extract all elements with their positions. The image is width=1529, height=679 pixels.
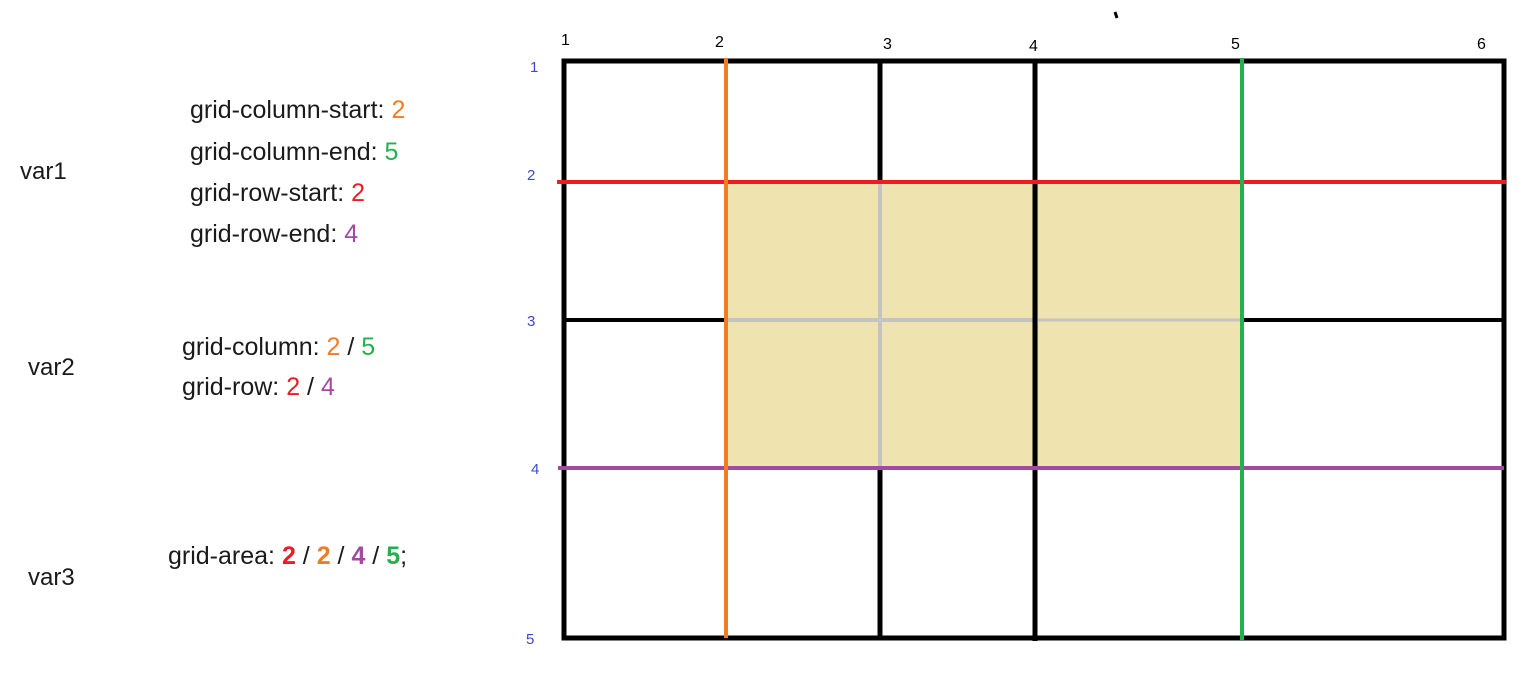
var1-line-column-start: grid-column-start: 2 <box>190 95 405 125</box>
property-name: grid-area: <box>168 542 282 570</box>
column-number-3: 3 <box>883 36 892 53</box>
value-row-start: 2 <box>286 373 301 401</box>
row-number-1: 1 <box>530 59 538 76</box>
var3-line-grid-area: grid-area: 2 / 2 / 4 / 5; <box>168 541 407 571</box>
row-number-4: 4 <box>531 461 539 478</box>
column-number-4: 4 <box>1029 38 1038 55</box>
property-name: grid-row: <box>182 373 287 401</box>
value-row-end: 4 <box>320 373 335 401</box>
property-name: grid-column-end: <box>190 138 385 166</box>
value-column-end: 5 <box>386 542 401 570</box>
property-name: grid-row-end: <box>190 220 345 248</box>
separator: / <box>300 373 321 401</box>
separator: / <box>330 542 352 570</box>
row-number-5: 5 <box>526 631 534 648</box>
property-name: grid-column: <box>182 333 327 361</box>
property-name: grid-column-start: <box>190 96 392 124</box>
value-column-end: 5 <box>384 138 399 166</box>
var2-line-grid-row: grid-row: 2 / 4 <box>182 372 335 402</box>
value-column-start: 2 <box>316 542 331 570</box>
var1-line-row-start: grid-row-start: 2 <box>190 178 365 208</box>
value-row-start: 2 <box>281 542 296 570</box>
var1-line-column-end: grid-column-end: 5 <box>190 137 398 167</box>
column-number-5: 5 <box>1231 36 1240 53</box>
grid-area-highlight <box>726 182 1242 468</box>
value-row-end: 4 <box>344 220 359 248</box>
variant-3-label: var3 <box>28 564 75 591</box>
var2-line-grid-column: grid-column: 2 / 5 <box>182 332 375 362</box>
terminator: ; <box>400 542 408 570</box>
row-number-2: 2 <box>527 167 535 184</box>
variant-2-label: var2 <box>28 354 75 381</box>
value-column-start: 2 <box>326 333 341 361</box>
separator: / <box>340 333 362 361</box>
column-number-6: 6 <box>1477 36 1486 53</box>
property-name: grid-row-start: <box>190 179 352 207</box>
value-column-start: 2 <box>391 96 406 124</box>
column-number-2: 2 <box>715 34 724 51</box>
stray-mark <box>1113 11 1119 19</box>
value-row-start: 2 <box>351 179 366 207</box>
row-number-3: 3 <box>527 313 535 330</box>
value-row-end: 4 <box>351 542 366 570</box>
variant-1-label: var1 <box>20 158 67 185</box>
separator: / <box>295 542 317 570</box>
column-number-1: 1 <box>561 32 570 49</box>
value-column-end: 5 <box>361 333 376 361</box>
separator: / <box>365 542 387 570</box>
var1-line-row-end: grid-row-end: 4 <box>190 219 358 249</box>
